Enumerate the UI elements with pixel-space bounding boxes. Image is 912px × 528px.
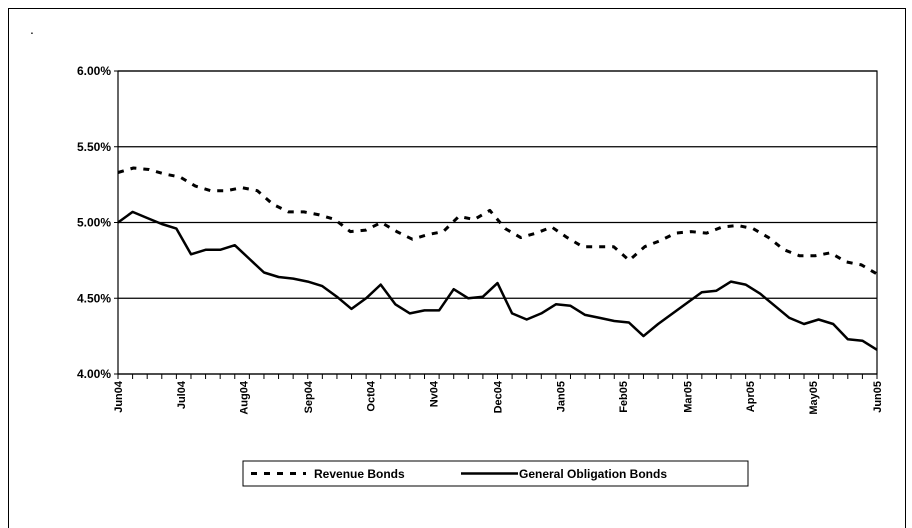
x-tick-label: Oct04 xyxy=(366,380,378,411)
x-tick-label: Nv04 xyxy=(428,380,440,407)
revenue-bonds-line xyxy=(117,166,878,276)
x-tick-label: Jun05 xyxy=(872,381,884,413)
x-tick-label: Sep04 xyxy=(303,380,315,413)
y-tick-label: 5.00% xyxy=(77,216,111,230)
x-tick-label: Apr05 xyxy=(745,381,757,412)
general-obligation-bonds-line xyxy=(117,210,878,351)
x-tick-label: May05 xyxy=(808,381,820,415)
x-tick-label: Mar05 xyxy=(682,381,694,413)
chart-frame xyxy=(8,8,906,528)
x-axis-ticks: Jun04 Jul04 Aug04 Sep04 Oct04 Nv04 Dec04 Jan05 F… xyxy=(113,374,884,415)
x-tick-label: Jun04 xyxy=(113,380,125,413)
series-lines xyxy=(117,166,878,351)
x-tick-label: Dec04 xyxy=(493,380,505,413)
grid-lines xyxy=(117,70,878,375)
stray-dot: . xyxy=(30,21,34,37)
y-tick-label: 5.50% xyxy=(77,140,111,154)
x-tick-label: Aug04 xyxy=(239,380,251,415)
legend-go-label: General Obligation Bonds xyxy=(519,467,667,481)
y-axis-ticks: 6.00% 5.50% 5.00% 4.50% 4.00% xyxy=(77,64,118,381)
legend: Revenue Bonds General Obligation Bonds xyxy=(242,460,749,487)
x-tick-label: Jan05 xyxy=(555,381,567,412)
y-tick-label: 4.00% xyxy=(77,367,111,381)
y-tick-label: 4.50% xyxy=(77,291,111,305)
x-tick-label: Feb05 xyxy=(618,381,630,413)
x-tick-label: Jul04 xyxy=(176,380,188,409)
legend-revenue-label: Revenue Bonds xyxy=(314,467,405,481)
y-tick-label: 6.00% xyxy=(77,64,111,78)
